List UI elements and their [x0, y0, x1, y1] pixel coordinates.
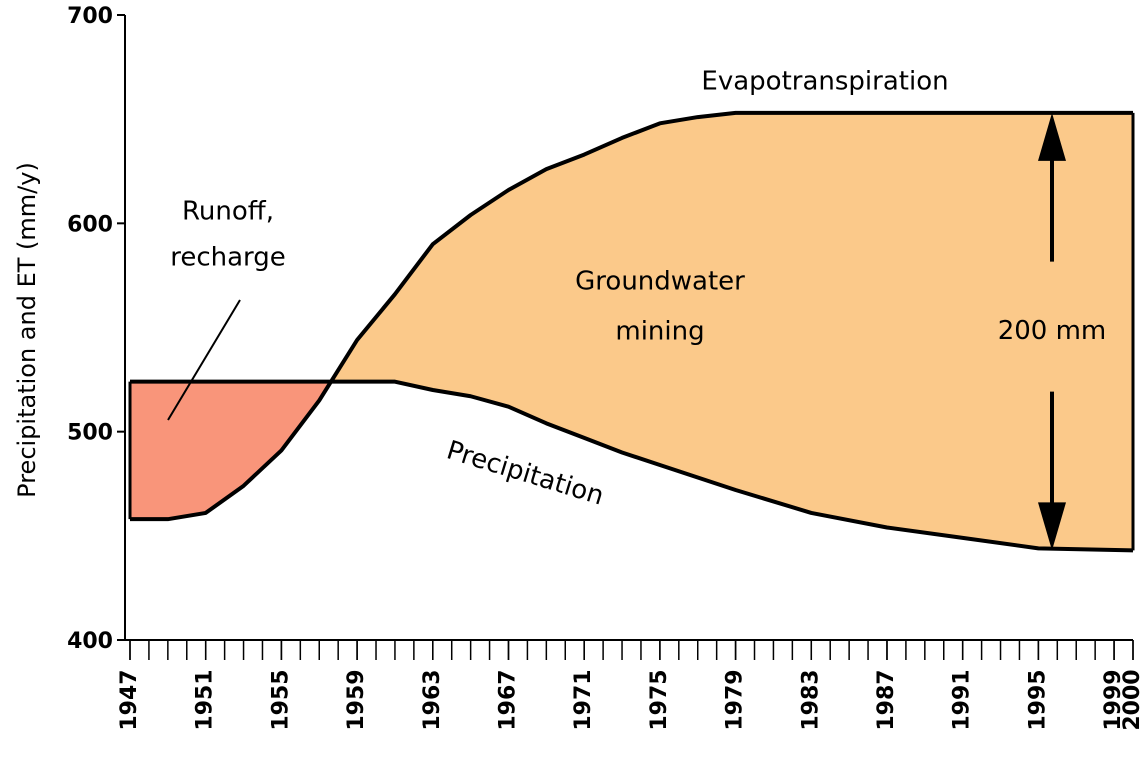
series-line: [130, 110, 1133, 522]
x-tick-label: 1983: [798, 669, 823, 730]
annotation: recharge: [170, 243, 286, 273]
x-tick-label: 1971: [571, 669, 596, 730]
series-label: Precipitation: [443, 435, 607, 511]
y-tick-label: 700: [67, 4, 113, 29]
series-label: Evapotranspiration: [701, 67, 948, 97]
x-tick-label: 1987: [874, 669, 899, 730]
y-tick-label: 400: [67, 629, 113, 654]
area-fill: [330, 112, 1133, 551]
arrow-head: [1038, 502, 1066, 551]
x-tick-label: 1947: [117, 669, 142, 730]
x-tick-label: 1999: [1101, 669, 1126, 730]
x-tick-label: 1979: [723, 669, 748, 730]
y-axis-label: Precipitation and ET (mm/y): [13, 162, 41, 498]
annotation: Runoff,: [182, 197, 274, 227]
x-tick-label: 1995: [1025, 669, 1050, 730]
x-tick-label: 2000: [1120, 669, 1143, 730]
x-tick-label: 1951: [193, 669, 218, 730]
area-fill: [130, 381, 331, 520]
series-line: [130, 379, 1134, 553]
arrow-head: [1038, 112, 1066, 161]
leader-line: [167, 299, 241, 421]
y-tick-label: 600: [67, 212, 113, 237]
x-tick-label: 1963: [420, 669, 445, 730]
annotation: Groundwater: [575, 267, 745, 297]
x-tick-label: 1975: [647, 669, 672, 730]
x-tick-label: 1967: [495, 669, 520, 730]
x-tick-label: 1991: [950, 669, 975, 730]
annotation: 200 mm: [998, 316, 1107, 346]
x-tick-label: 1955: [268, 669, 293, 730]
x-tick-label: 1959: [344, 669, 369, 730]
y-tick-label: 500: [67, 421, 113, 446]
annotation: mining: [615, 317, 704, 347]
